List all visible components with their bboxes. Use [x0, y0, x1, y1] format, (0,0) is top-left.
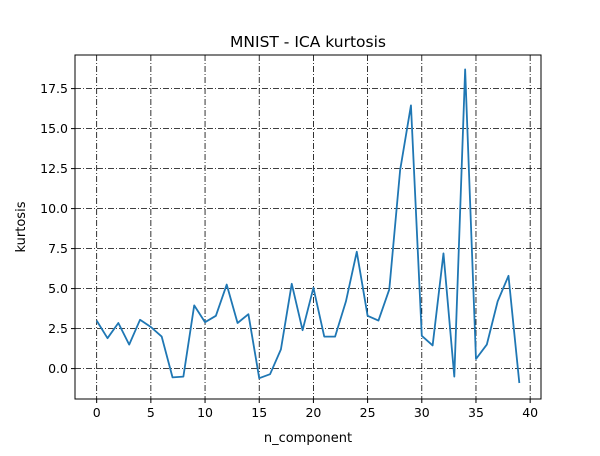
- x-tick-label: 10: [197, 405, 213, 420]
- x-axis-label: n_component: [264, 431, 352, 446]
- x-tick-label: 40: [522, 405, 538, 420]
- series-layer: [95, 68, 521, 384]
- x-tick-label: 35: [468, 405, 484, 420]
- y-tick-label: 10.0: [40, 201, 68, 216]
- y-tick-label: 5.0: [48, 281, 68, 296]
- y-tick-label: 15.0: [40, 121, 68, 136]
- x-tick-label: 15: [251, 405, 267, 420]
- plot-frame: [74, 54, 542, 400]
- x-tick-label: 5: [147, 405, 155, 420]
- y-tick-label: 2.5: [48, 321, 68, 336]
- x-tick-label: 20: [305, 405, 321, 420]
- y-tick-label: 7.5: [48, 241, 68, 256]
- y-tick-label: 12.5: [40, 161, 68, 176]
- series-line: [95, 68, 521, 384]
- y-axis-label: kurtosis: [14, 201, 29, 252]
- y-tick-label: 17.5: [40, 81, 68, 96]
- chart-title: MNIST - ICA kurtosis: [230, 33, 386, 51]
- x-tick-label: 30: [414, 405, 430, 420]
- y-tick-label: 0.0: [48, 361, 68, 376]
- ticks: 0 5 10 15 20 25 30 35 40 0.0 2.5 5.0 7.5 10.0 12.5 15.0…: [40, 81, 538, 420]
- x-tick-label: 0: [93, 405, 101, 420]
- x-tick-label: 25: [360, 405, 376, 420]
